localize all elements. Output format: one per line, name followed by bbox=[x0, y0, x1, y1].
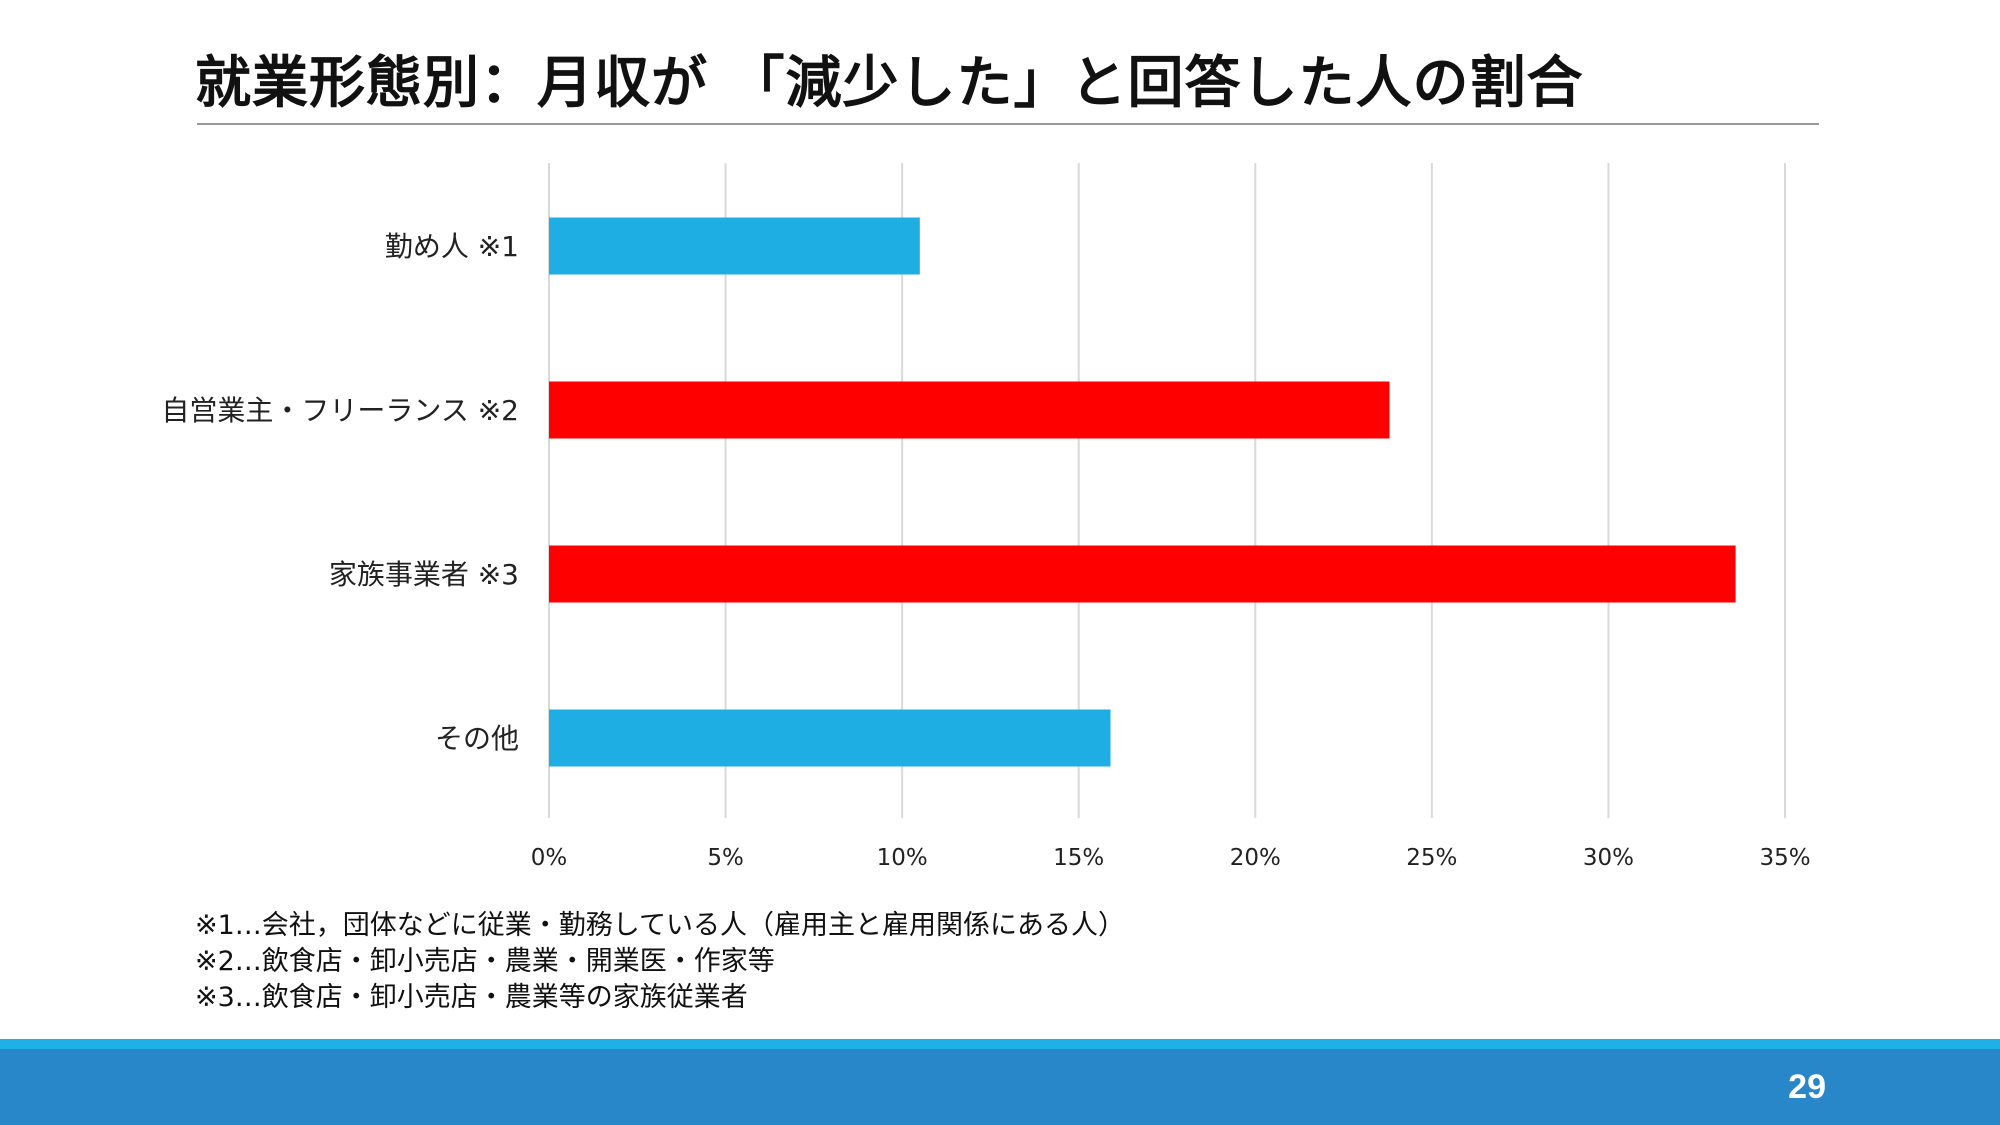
x-tick-label: 35% bbox=[1759, 845, 1810, 871]
category-labels: 勤め人 ※1 自営業主・フリーランス ※2 家族事業者 ※3 その他 bbox=[161, 230, 519, 755]
category-label: 勤め人 ※1 bbox=[385, 230, 519, 263]
footnote-1: ※1…会社，団体などに従業・勤務している人（雇用主と雇用関係にある人） bbox=[195, 910, 1125, 941]
bars bbox=[549, 217, 1736, 767]
footer-accent-stripe bbox=[0, 1039, 2000, 1049]
x-tick-label: 10% bbox=[877, 845, 928, 871]
category-label: 家族事業者 ※3 bbox=[329, 558, 519, 591]
x-tick-labels: 0% 5% 10% 15% 20% 25% 30% 35% bbox=[531, 845, 1811, 871]
x-tick-label: 0% bbox=[531, 845, 568, 871]
footnotes: ※1…会社，団体などに従業・勤務している人（雇用主と雇用関係にある人） ※2…飲… bbox=[195, 908, 1125, 1016]
x-tick-label: 20% bbox=[1230, 845, 1281, 871]
footer-bar bbox=[0, 1049, 2000, 1125]
x-tick-label: 5% bbox=[707, 845, 744, 871]
bar bbox=[549, 545, 1736, 603]
x-tick-label: 30% bbox=[1583, 845, 1634, 871]
bar bbox=[549, 381, 1390, 439]
page-number: 29 bbox=[1788, 1068, 1826, 1106]
bar bbox=[549, 217, 920, 275]
footnote-3: ※3…飲食店・卸小売店・農業等の家族従業者 bbox=[195, 982, 748, 1013]
bar-chart: 勤め人 ※1 自営業主・フリーランス ※2 家族事業者 ※3 その他 0% 5% 10% 1… bbox=[161, 163, 1811, 871]
category-label: その他 bbox=[435, 722, 519, 755]
x-tick-label: 15% bbox=[1053, 845, 1104, 871]
category-label: 自営業主・フリーランス ※2 bbox=[161, 394, 519, 427]
bar bbox=[549, 709, 1111, 767]
footnote-2: ※2…飲食店・卸小売店・農業・開業医・作家等 bbox=[195, 946, 775, 977]
x-tick-label: 25% bbox=[1406, 845, 1457, 871]
slide-title: 就業形態別：月収が 「減少した」と回答した人の割合 bbox=[195, 51, 1584, 116]
title-divider bbox=[197, 123, 1819, 125]
